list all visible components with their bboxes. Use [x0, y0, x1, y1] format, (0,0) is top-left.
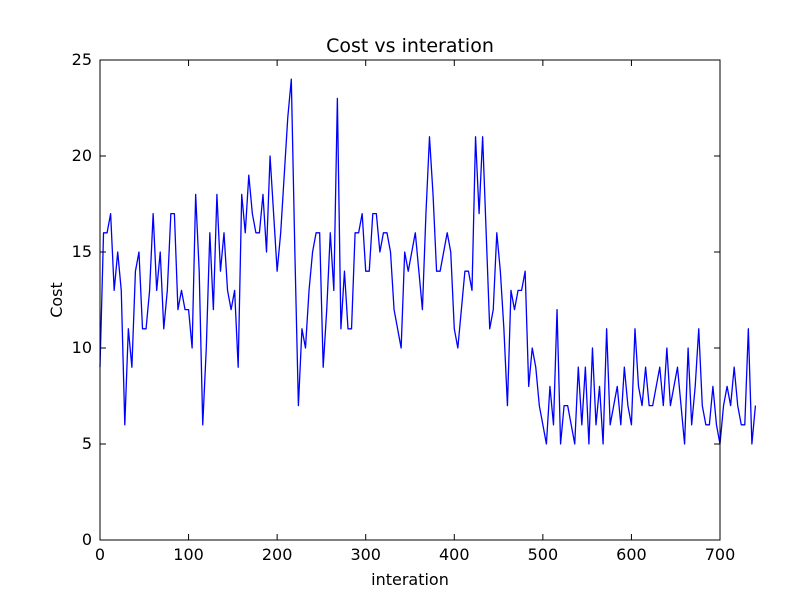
x-tick-label: 400	[439, 545, 470, 564]
y-tick-label: 5	[82, 434, 92, 453]
x-axis-label: interation	[371, 570, 449, 589]
y-axis-label: Cost	[47, 282, 66, 318]
x-tick-label: 300	[350, 545, 381, 564]
y-tick-label: 25	[72, 50, 92, 69]
plot-frame	[99, 59, 721, 541]
x-tick-label: 600	[616, 545, 647, 564]
y-tick-label: 10	[72, 338, 92, 357]
y-tick-label: 15	[72, 242, 92, 261]
series-layer	[99, 78, 757, 445]
x-tick-label: 100	[173, 545, 204, 564]
y-tick-label: 0	[82, 530, 92, 549]
x-axis: 0 100 200 300 400 500 600 700	[95, 60, 735, 564]
x-tick-label: 500	[528, 545, 559, 564]
series-line-0	[99, 78, 757, 445]
x-tick-label: 0	[95, 545, 105, 564]
plot-area	[100, 60, 720, 540]
x-tick-label: 200	[262, 545, 293, 564]
x-tick-label: 700	[705, 545, 736, 564]
chart-title: Cost vs interation	[326, 35, 494, 57]
y-axis: 0 5 10 15 20 25	[72, 50, 720, 549]
y-tick-label: 20	[72, 146, 92, 165]
